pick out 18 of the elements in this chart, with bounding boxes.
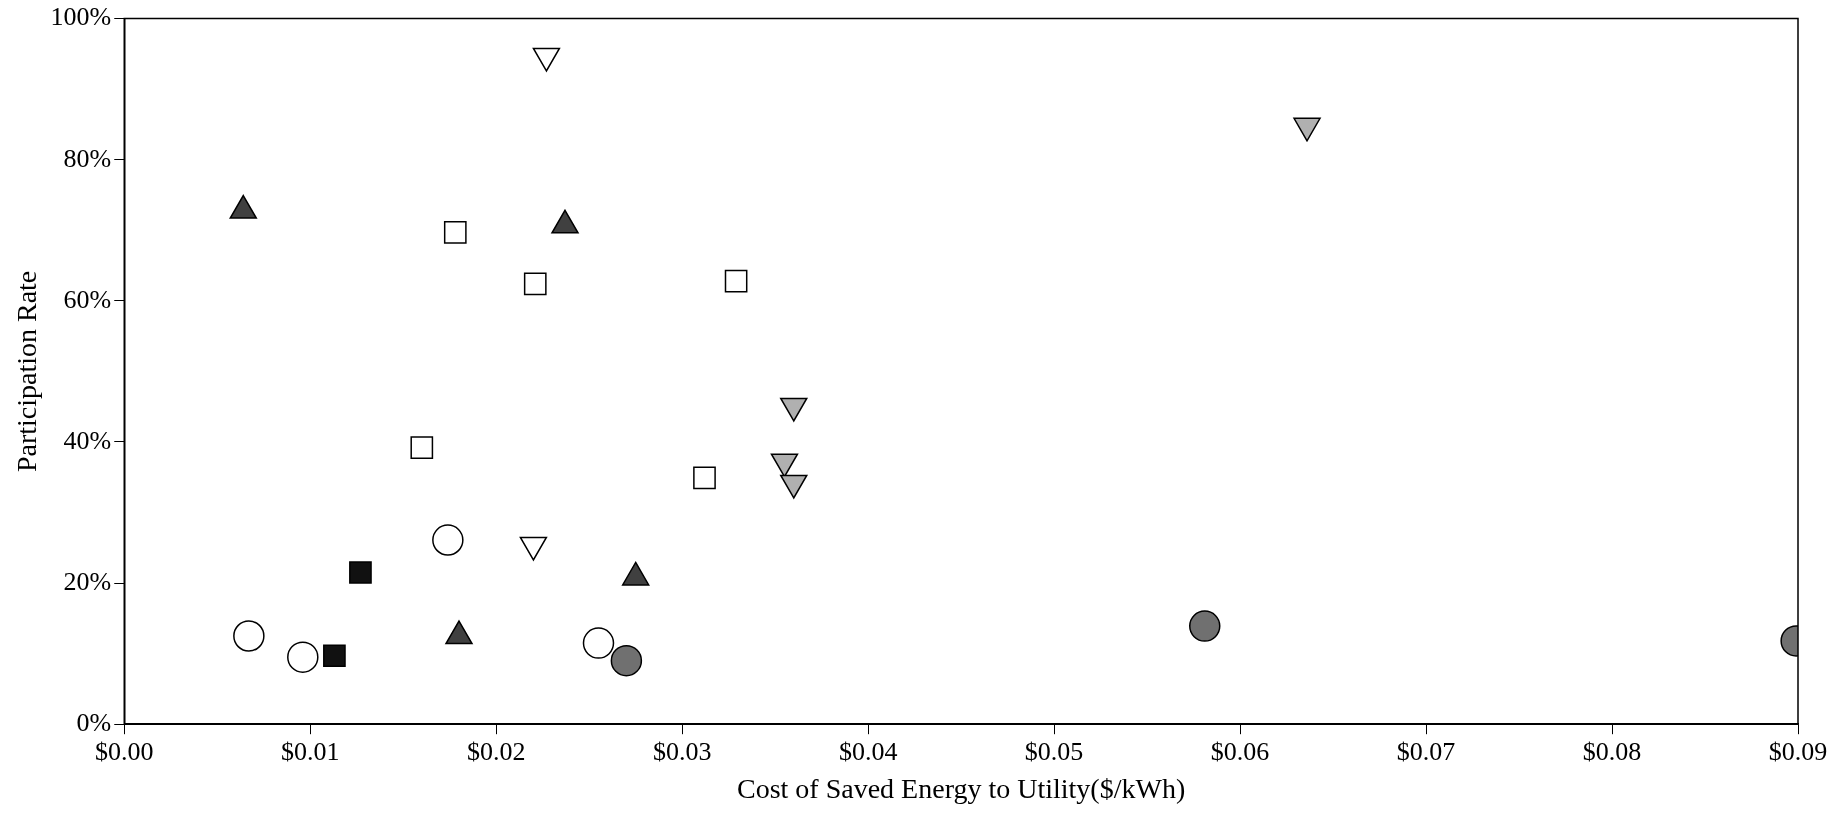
x-tick-label: $0.09 bbox=[1768, 736, 1828, 766]
x-tick-label: $0.06 bbox=[1210, 736, 1270, 766]
x-tick-label: $0.02 bbox=[466, 736, 526, 766]
x-tick-label: $0.01 bbox=[280, 736, 340, 766]
y-tick-label: 80% bbox=[63, 143, 112, 173]
y-tick-label: 100% bbox=[50, 2, 112, 32]
x-tick-label: $0.08 bbox=[1582, 736, 1642, 766]
x-tick-label: $0.03 bbox=[652, 736, 712, 766]
x-tick-label: $0.04 bbox=[838, 736, 898, 766]
y-tick-label: 40% bbox=[63, 425, 112, 455]
y-tick-label: 0% bbox=[76, 708, 112, 738]
x-tick-label: $0.05 bbox=[1024, 736, 1084, 766]
y-axis-title: Participation Rate bbox=[11, 270, 43, 473]
y-tick-label: 60% bbox=[63, 284, 112, 314]
y-tick-label: 20% bbox=[63, 566, 112, 596]
x-tick-label: $0.00 bbox=[95, 736, 154, 766]
x-axis-title: Cost of Saved Energy to Utility($/kWh) bbox=[737, 772, 1186, 804]
x-tick-label: $0.07 bbox=[1396, 736, 1456, 766]
